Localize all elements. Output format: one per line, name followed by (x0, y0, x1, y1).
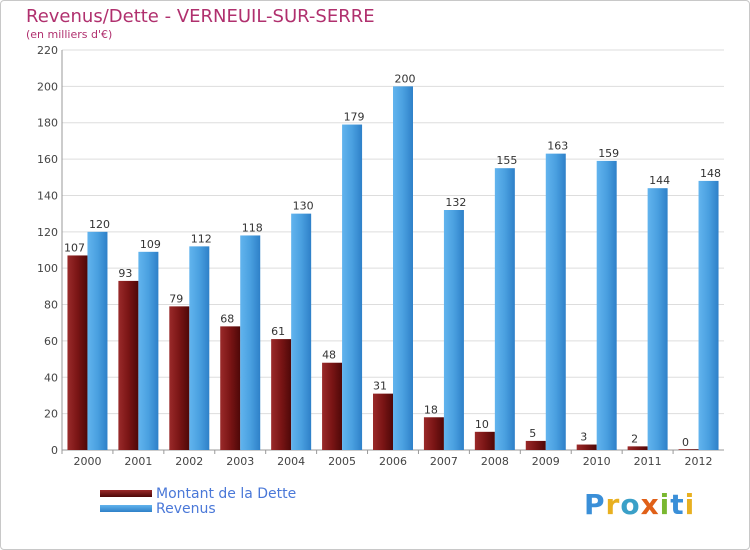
data-label-revenus: 159 (598, 147, 619, 160)
bar-dette (423, 417, 444, 450)
y-tick-label: 140 (37, 189, 58, 202)
bar-dette (271, 339, 292, 450)
data-label-dette: 79 (169, 292, 183, 305)
bar-revenus (494, 168, 515, 450)
y-tick-label: 120 (37, 226, 58, 239)
bar-revenus (545, 153, 566, 451)
legend-item-revenus: Revenus (100, 500, 296, 517)
bar-dette (678, 449, 699, 450)
data-label-revenus: 200 (395, 72, 416, 85)
data-label-revenus: 155 (496, 154, 517, 167)
data-label-dette: 93 (118, 267, 132, 280)
x-tick-label: 2009 (532, 455, 560, 468)
legend-label-dette: Montant de la Dette (156, 485, 297, 502)
bar-revenus (342, 124, 363, 450)
data-label-revenus: 148 (700, 167, 721, 180)
data-label-revenus: 109 (140, 238, 161, 251)
data-label-revenus: 120 (89, 218, 110, 231)
data-label-dette: 48 (322, 349, 336, 362)
y-tick-label: 60 (44, 335, 58, 348)
legend-item-dette: Montant de la Dette (100, 485, 297, 502)
x-tick-label: 2003 (226, 455, 254, 468)
data-label-revenus: 144 (649, 174, 670, 187)
bar-revenus (443, 210, 464, 450)
data-label-dette: 3 (580, 431, 587, 444)
bar-revenus (647, 188, 668, 450)
x-tick-label: 2001 (124, 455, 152, 468)
data-label-revenus: 118 (242, 221, 263, 234)
bar-dette (118, 280, 139, 450)
bar-dette (474, 431, 495, 450)
y-tick-label: 20 (44, 408, 58, 421)
x-tick-label: 2002 (175, 455, 203, 468)
bar-revenus (291, 213, 312, 450)
bar-dette (169, 306, 190, 450)
legend: Montant de la Dette Revenus (100, 485, 297, 517)
bar-dette (627, 446, 648, 450)
bar-dette (322, 362, 343, 450)
data-label-dette: 61 (271, 325, 285, 338)
y-tick-label: 180 (37, 117, 58, 130)
x-tick-label: 2010 (583, 455, 611, 468)
data-label-revenus: 179 (344, 111, 365, 124)
data-label-dette: 10 (475, 418, 489, 431)
bar-revenus (87, 231, 108, 450)
bar-dette (525, 440, 546, 450)
data-label-dette: 31 (373, 380, 387, 393)
bar-revenus (596, 160, 617, 450)
bar-dette (576, 444, 597, 450)
chart-subtitle: (en milliers d'€) (26, 28, 113, 41)
bar-revenus (189, 246, 210, 450)
data-label-revenus: 112 (191, 232, 212, 245)
bar-dette (220, 326, 241, 450)
data-label-dette: 5 (529, 427, 536, 440)
y-tick-label: 220 (37, 44, 58, 57)
x-tick-label: 2004 (277, 455, 305, 468)
x-tick-label: 2000 (73, 455, 101, 468)
x-tick-label: 2006 (379, 455, 407, 468)
legend-label-revenus: Revenus (156, 500, 216, 517)
x-tick-label: 2007 (430, 455, 458, 468)
x-tick-label: 2011 (634, 455, 662, 468)
bar-dette (373, 393, 393, 450)
bar-revenus (138, 251, 159, 450)
y-tick-label: 80 (44, 299, 58, 312)
data-label-dette: 2 (631, 432, 638, 445)
y-tick-label: 100 (37, 262, 58, 275)
proxiti-logo: Proxiti (584, 488, 696, 521)
x-tick-label: 2008 (481, 455, 509, 468)
data-label-revenus: 130 (293, 200, 314, 213)
x-tick-label: 2012 (685, 455, 713, 468)
data-label-dette: 18 (424, 403, 438, 416)
bar-dette (67, 255, 88, 450)
y-tick-label: 160 (37, 153, 58, 166)
bar-revenus (393, 86, 413, 450)
y-tick-label: 40 (44, 371, 58, 384)
legend-swatch-dette (100, 490, 152, 497)
data-label-dette: 68 (220, 312, 234, 325)
data-label-revenus: 132 (445, 196, 466, 209)
x-tick-label: 2005 (328, 455, 356, 468)
chart-title: Revenus/Dette - VERNEUIL-SUR-SERRE (26, 6, 375, 27)
bar-revenus (698, 180, 719, 450)
data-label-dette: 0 (682, 436, 689, 449)
y-tick-label: 0 (51, 444, 58, 457)
data-label-revenus: 163 (547, 140, 568, 153)
legend-swatch-revenus (100, 505, 152, 512)
data-label-dette: 107 (64, 241, 85, 254)
bar-revenus (240, 235, 261, 450)
y-tick-label: 200 (37, 80, 58, 93)
